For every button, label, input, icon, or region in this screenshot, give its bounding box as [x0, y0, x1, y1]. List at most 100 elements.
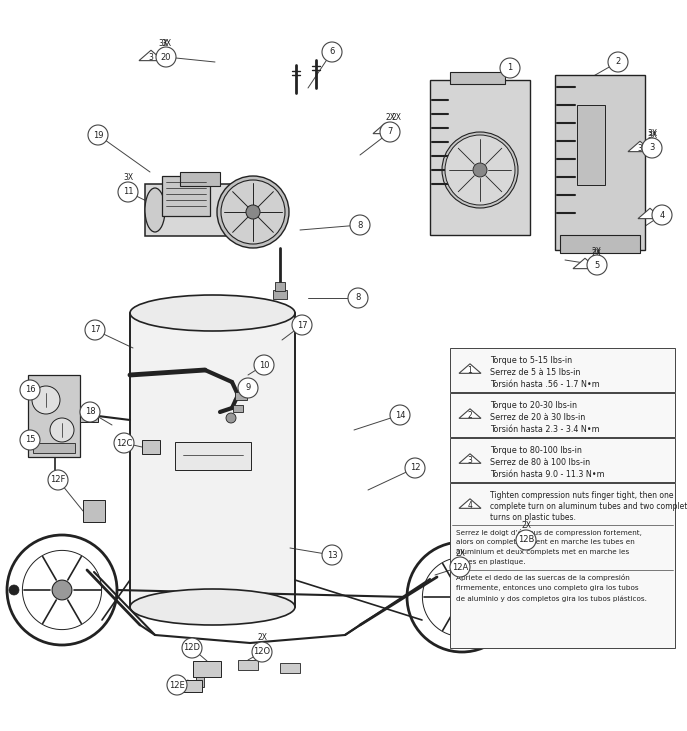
Text: Serrez le doigt d’écrous de compression fortement,: Serrez le doigt d’écrous de compression … — [456, 529, 642, 536]
FancyBboxPatch shape — [233, 405, 243, 412]
Text: 10: 10 — [259, 360, 269, 369]
Text: 4: 4 — [660, 211, 664, 219]
Text: 12D: 12D — [183, 643, 201, 653]
Circle shape — [114, 433, 134, 453]
Polygon shape — [459, 499, 481, 508]
Text: 12A: 12A — [452, 562, 468, 572]
Text: 1: 1 — [468, 366, 473, 375]
Text: 12O: 12O — [254, 648, 271, 656]
Text: 12E: 12E — [169, 681, 185, 689]
Circle shape — [88, 125, 108, 145]
Text: 7: 7 — [387, 127, 393, 137]
Circle shape — [221, 180, 285, 244]
FancyBboxPatch shape — [235, 392, 247, 400]
Text: 2X: 2X — [385, 113, 395, 123]
Circle shape — [156, 47, 176, 67]
FancyBboxPatch shape — [145, 184, 255, 236]
Circle shape — [20, 430, 40, 450]
Polygon shape — [573, 258, 597, 268]
Circle shape — [450, 557, 470, 577]
FancyBboxPatch shape — [193, 661, 221, 677]
Circle shape — [652, 205, 672, 225]
Polygon shape — [459, 364, 481, 374]
Text: 12C: 12C — [116, 439, 132, 447]
Circle shape — [445, 135, 515, 205]
FancyBboxPatch shape — [80, 410, 98, 422]
Text: 17: 17 — [90, 325, 100, 335]
Text: aluminium et deux complets met en marche les: aluminium et deux complets met en marche… — [456, 549, 629, 555]
Text: 4: 4 — [468, 501, 473, 510]
FancyBboxPatch shape — [450, 348, 675, 392]
Text: Torsión hasta .56 - 1.7 N•m: Torsión hasta .56 - 1.7 N•m — [490, 380, 600, 389]
Polygon shape — [628, 141, 652, 151]
Text: 2: 2 — [616, 58, 620, 67]
Circle shape — [407, 542, 517, 652]
Ellipse shape — [130, 295, 295, 331]
Circle shape — [642, 138, 662, 158]
Circle shape — [423, 558, 502, 637]
Text: 6: 6 — [329, 48, 335, 56]
Text: 3: 3 — [638, 144, 642, 153]
Circle shape — [452, 587, 472, 607]
Text: 8: 8 — [355, 294, 361, 303]
Circle shape — [252, 642, 272, 662]
Circle shape — [7, 535, 117, 645]
Text: 2X: 2X — [592, 246, 602, 256]
Text: Torque to 5-15 lbs-in: Torque to 5-15 lbs-in — [490, 356, 572, 365]
Text: turns on plastic tubes.: turns on plastic tubes. — [490, 513, 576, 522]
Text: 18: 18 — [85, 407, 95, 417]
Circle shape — [118, 182, 138, 202]
Circle shape — [85, 320, 105, 340]
Circle shape — [380, 122, 400, 142]
Circle shape — [442, 132, 518, 208]
Circle shape — [292, 315, 312, 335]
Polygon shape — [459, 454, 481, 463]
Text: 2X: 2X — [257, 634, 267, 643]
FancyBboxPatch shape — [577, 105, 605, 185]
Circle shape — [348, 288, 368, 308]
Circle shape — [587, 255, 607, 275]
Ellipse shape — [145, 188, 165, 232]
FancyBboxPatch shape — [450, 438, 675, 482]
Text: 12B: 12B — [518, 536, 534, 545]
FancyBboxPatch shape — [238, 660, 258, 670]
Circle shape — [52, 580, 72, 600]
Text: 12F: 12F — [50, 475, 66, 485]
Circle shape — [23, 550, 102, 629]
Text: Torsión hasta 9.0 - 11.3 N•m: Torsión hasta 9.0 - 11.3 N•m — [490, 470, 605, 479]
FancyBboxPatch shape — [182, 680, 202, 692]
Text: 15: 15 — [25, 436, 35, 444]
Circle shape — [405, 458, 425, 478]
Text: 12: 12 — [409, 463, 420, 472]
FancyBboxPatch shape — [162, 176, 210, 216]
Circle shape — [9, 585, 19, 595]
Text: 3X: 3X — [161, 39, 171, 48]
Circle shape — [167, 675, 187, 695]
Text: 2X: 2X — [521, 521, 531, 531]
Circle shape — [20, 380, 40, 400]
FancyBboxPatch shape — [33, 443, 75, 453]
Text: complete turn on aluminum tubes and two complete: complete turn on aluminum tubes and two … — [490, 502, 687, 511]
Circle shape — [238, 378, 258, 398]
FancyBboxPatch shape — [560, 235, 640, 253]
FancyBboxPatch shape — [180, 172, 220, 186]
Text: de aluminio y dos completos gira los tubos plásticos.: de aluminio y dos completos gira los tub… — [456, 596, 647, 602]
FancyBboxPatch shape — [555, 75, 645, 250]
Circle shape — [182, 638, 202, 658]
Text: 2X: 2X — [392, 113, 402, 123]
Text: Torsión hasta 2.3 - 3.4 N•m: Torsión hasta 2.3 - 3.4 N•m — [490, 425, 600, 434]
Text: Serrez de 5 à 15 lbs-in: Serrez de 5 à 15 lbs-in — [490, 368, 581, 377]
Text: 17: 17 — [297, 320, 307, 330]
Circle shape — [473, 163, 487, 177]
FancyBboxPatch shape — [196, 677, 204, 687]
Circle shape — [246, 205, 260, 219]
Text: 5: 5 — [594, 260, 600, 270]
Circle shape — [350, 215, 370, 235]
Ellipse shape — [130, 589, 295, 625]
FancyBboxPatch shape — [275, 282, 285, 291]
Text: 9: 9 — [245, 384, 251, 393]
FancyBboxPatch shape — [280, 663, 300, 673]
Text: 3: 3 — [148, 53, 153, 62]
Circle shape — [322, 545, 342, 565]
Text: 8: 8 — [357, 221, 363, 230]
